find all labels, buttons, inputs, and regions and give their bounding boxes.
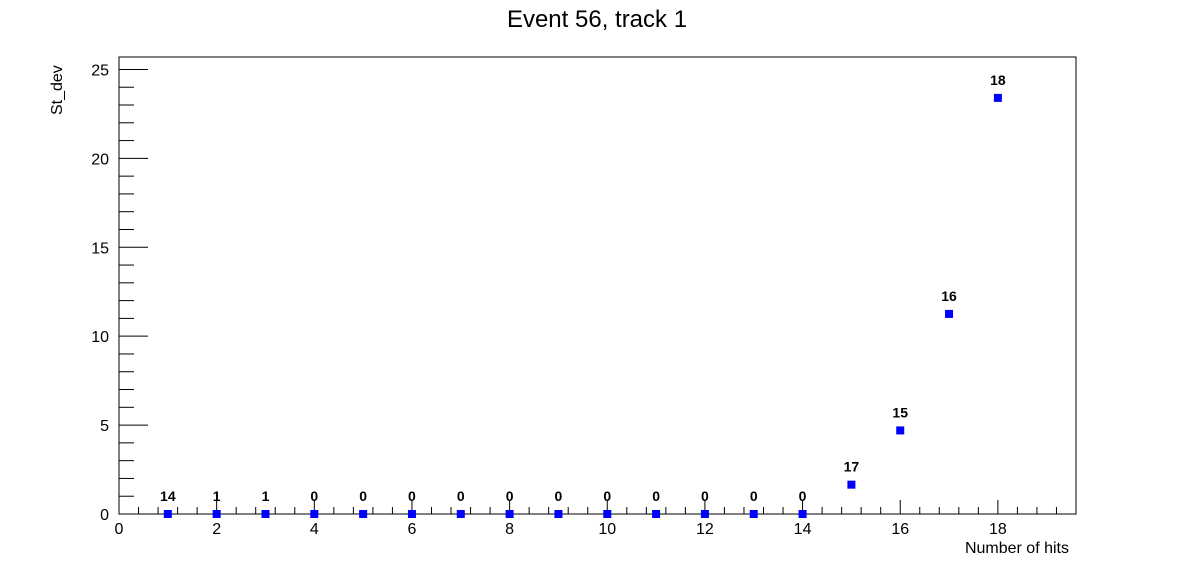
data-point [896, 426, 905, 435]
y-tick-label: 0 [100, 507, 109, 524]
data-point [554, 510, 563, 518]
x-tick-label: 6 [408, 521, 417, 538]
y-tick-label: 10 [91, 329, 109, 346]
data-label: 17 [844, 459, 860, 475]
data-point [798, 510, 807, 518]
x-tick-label: 12 [696, 521, 714, 538]
data-label: 0 [457, 488, 465, 504]
data-label: 0 [310, 488, 318, 504]
data-label: 0 [750, 488, 758, 504]
data-label: 18 [990, 72, 1006, 88]
data-point [212, 510, 221, 518]
data-label: 1 [262, 488, 270, 504]
data-label: 16 [941, 288, 957, 304]
data-point [310, 510, 319, 518]
x-tick-label: 0 [115, 521, 124, 538]
y-tick-label: 25 [91, 62, 109, 79]
data-label: 0 [506, 488, 514, 504]
data-point [700, 510, 709, 518]
y-tick-label: 5 [100, 418, 109, 435]
data-point [652, 510, 661, 518]
data-label: 0 [652, 488, 660, 504]
y-tick-label: 20 [91, 151, 109, 168]
data-point [163, 510, 172, 518]
data-label: 0 [359, 488, 367, 504]
data-point [456, 510, 465, 518]
data-point [505, 510, 514, 518]
x-tick-label: 10 [598, 521, 616, 538]
data-label: 0 [701, 488, 709, 504]
x-tick-label: 18 [989, 521, 1007, 538]
x-tick-label: 8 [505, 521, 514, 538]
data-label: 14 [160, 488, 176, 504]
chart-title: Event 56, track 1 [507, 6, 687, 33]
data-point [847, 480, 856, 489]
data-point [603, 510, 612, 518]
data-label: 1 [213, 488, 221, 504]
data-point [945, 309, 954, 318]
x-tick-label: 14 [794, 521, 812, 538]
data-label: 15 [892, 404, 908, 420]
plot-frame [118, 56, 1077, 515]
x-tick-label: 4 [310, 521, 319, 538]
data-label: 0 [603, 488, 611, 504]
data-point [993, 93, 1002, 102]
y-axis-label: St_dev [49, 65, 66, 115]
data-point [261, 510, 270, 518]
y-tick-label: 15 [91, 240, 109, 257]
data-label: 0 [408, 488, 416, 504]
data-point [407, 510, 416, 518]
data-label: 0 [799, 488, 807, 504]
data-point [749, 510, 758, 518]
data-label: 0 [555, 488, 563, 504]
x-tick-label: 16 [891, 521, 909, 538]
x-tick-label: 2 [212, 521, 221, 538]
x-axis-label: Number of hits [965, 540, 1069, 557]
data-point [359, 510, 368, 518]
